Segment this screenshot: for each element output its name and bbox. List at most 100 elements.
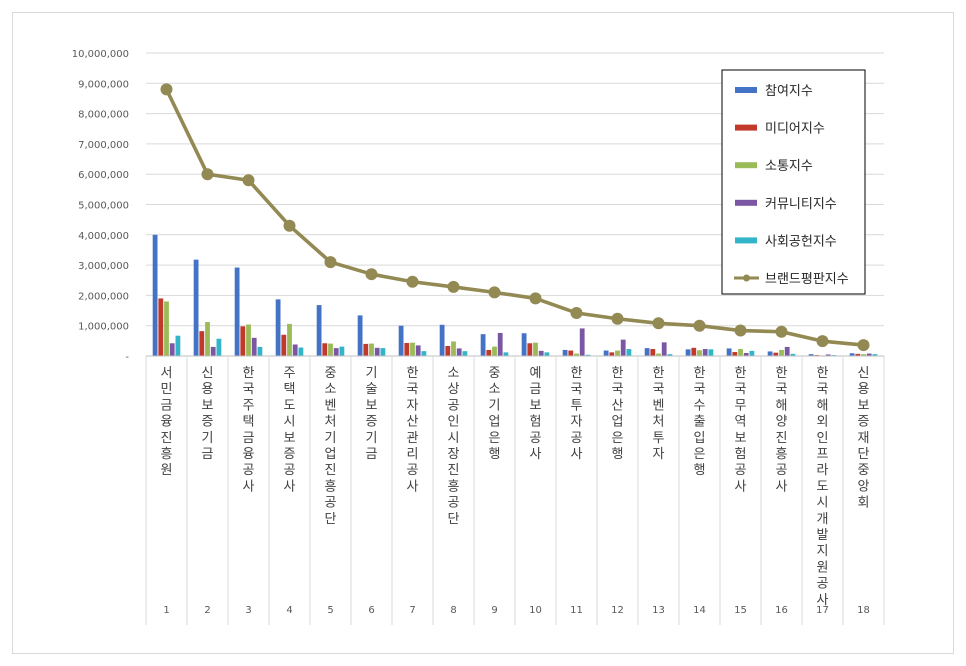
bar <box>292 344 298 356</box>
rank-label: 8 <box>450 605 456 616</box>
line-point <box>611 312 624 325</box>
bar <box>357 315 363 356</box>
bar <box>398 325 404 356</box>
bar <box>380 348 386 356</box>
legend-box <box>721 69 866 295</box>
bar <box>234 267 240 356</box>
y-tick-label: 1,000,000 <box>78 322 129 333</box>
bar <box>574 353 579 356</box>
bar <box>620 339 626 356</box>
line-point <box>857 339 870 352</box>
line-point <box>488 286 501 299</box>
y-tick-label: 7,000,000 <box>78 140 129 151</box>
bar <box>175 335 181 356</box>
bar <box>685 349 691 356</box>
y-tick-label: 5,000,000 <box>78 201 129 212</box>
bar <box>251 337 257 356</box>
line-point <box>283 219 296 232</box>
bar <box>767 351 773 356</box>
rank-label: 11 <box>570 605 583 616</box>
bar <box>363 343 369 356</box>
rank-label: 2 <box>204 605 210 616</box>
bar <box>691 347 697 356</box>
bar <box>779 349 784 356</box>
bar <box>410 342 415 356</box>
bar <box>333 348 339 356</box>
x-axis: 서 민 금 융 진 흥 원 1 신 용 보 증 기 금 2 한 국 주 택 금 융 공 사 3 주 택 도 시 보 증 공 사 4 중 소 벤 처 기 업 진… <box>145 355 885 625</box>
rank-label: 18 <box>857 605 870 616</box>
line-point <box>242 174 255 187</box>
rank-label: 1 <box>163 605 169 616</box>
y-axis: - 1,000,000 2,000,000 3,000,000 4,000,000 5,0… <box>72 49 130 363</box>
legend-label: 소통지수 <box>765 159 813 174</box>
bar <box>193 259 199 356</box>
bar <box>585 354 591 356</box>
bar <box>521 333 527 356</box>
bar <box>650 349 656 356</box>
line-point <box>693 319 706 332</box>
bar <box>339 346 345 356</box>
rank-label: 14 <box>693 605 706 616</box>
bar <box>246 324 251 356</box>
legend-label: 커뮤니티지수 <box>765 197 837 212</box>
bar <box>369 343 374 356</box>
y-tick-label: 9,000,000 <box>78 79 129 90</box>
bar <box>866 353 872 356</box>
bar <box>298 347 304 356</box>
bar <box>609 352 615 356</box>
bar <box>849 353 855 356</box>
bar <box>732 352 738 356</box>
bar <box>749 350 755 356</box>
y-tick-label: 4,000,000 <box>78 231 129 242</box>
bar <box>533 342 538 356</box>
bar <box>656 353 661 356</box>
line-point <box>365 268 378 281</box>
bar <box>404 342 410 356</box>
bar <box>456 348 462 356</box>
bar <box>808 354 814 356</box>
bar <box>275 299 281 356</box>
bar <box>615 350 620 356</box>
y-tick-label: 8,000,000 <box>78 110 129 121</box>
bar <box>445 346 451 356</box>
bar <box>872 354 878 356</box>
line-point <box>324 256 337 269</box>
bar <box>439 324 445 356</box>
bar <box>626 349 632 356</box>
bar <box>281 334 287 356</box>
bar <box>708 349 714 356</box>
line-point <box>652 317 665 330</box>
bar <box>702 349 708 356</box>
y-tick-label: 6,000,000 <box>78 170 129 181</box>
bar <box>644 348 650 356</box>
rank-label: 15 <box>734 605 747 616</box>
line-path <box>164 88 864 347</box>
rank-label: 4 <box>286 605 292 616</box>
rank-label: 9 <box>491 605 497 616</box>
line-point <box>570 306 583 319</box>
legend-label: 브랜드평판지수 <box>765 272 849 287</box>
bar <box>287 323 292 356</box>
bar <box>374 347 380 356</box>
bar <box>257 346 263 356</box>
bar <box>316 305 322 356</box>
legend-swatch <box>735 87 757 93</box>
bar <box>240 326 246 356</box>
y-tick-label: 3,000,000 <box>78 261 129 272</box>
bar <box>861 354 866 356</box>
legend-swatch <box>735 237 757 244</box>
bar <box>855 353 861 356</box>
bar <box>486 349 492 356</box>
legend-marker <box>743 274 750 282</box>
line-point <box>160 83 173 96</box>
bar <box>492 346 497 356</box>
bar <box>328 343 333 356</box>
bar <box>199 331 205 356</box>
